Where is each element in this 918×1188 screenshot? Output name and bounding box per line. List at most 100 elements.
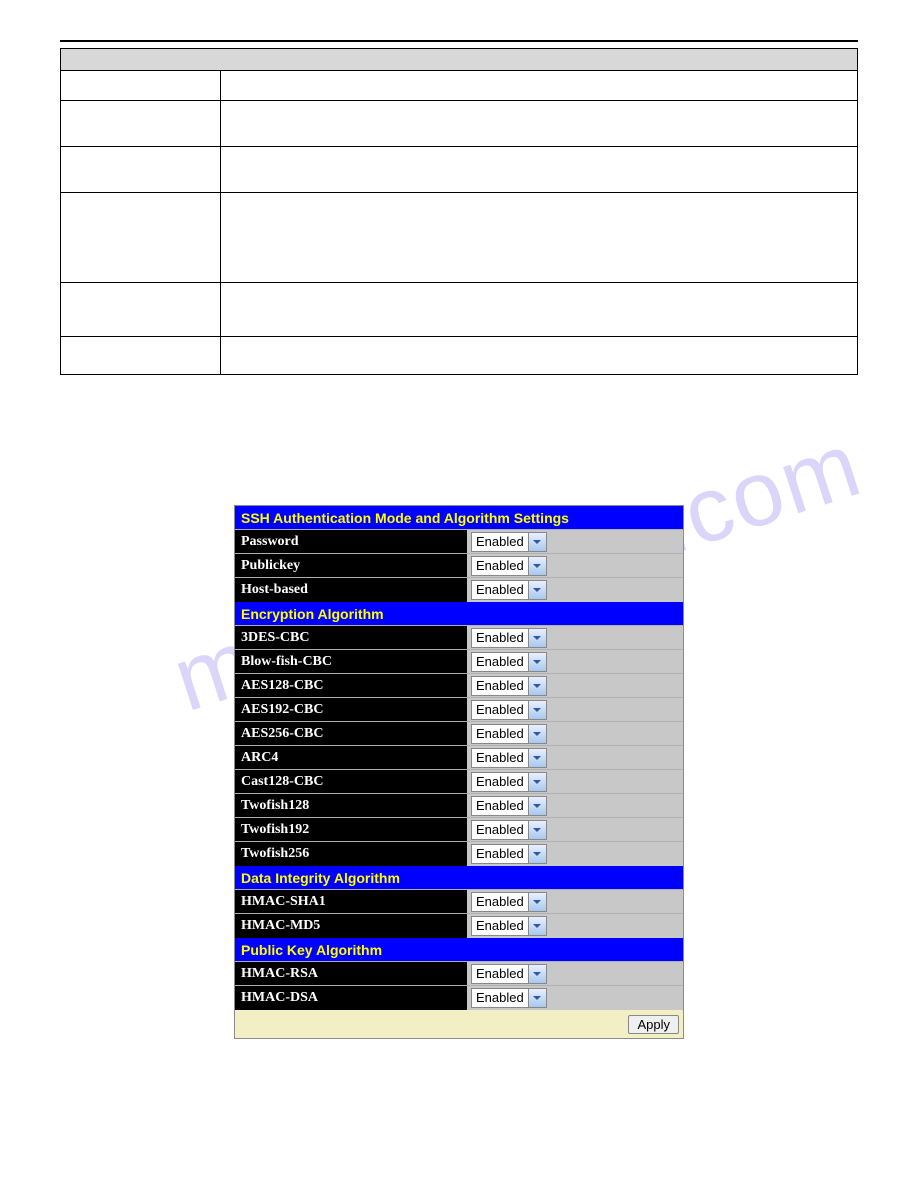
dropdown-value: Enabled	[472, 530, 528, 554]
ssh-label: Blow-fish-CBC	[235, 650, 467, 673]
dropdown-value: Enabled	[472, 914, 528, 938]
ssh-label: Publickey	[235, 554, 467, 577]
ssh-section-pubkey: Public Key Algorithm	[235, 938, 683, 962]
dropdown-value: Enabled	[472, 986, 528, 1010]
enabled-dropdown[interactable]: Enabled	[471, 724, 547, 744]
ssh-label: Password	[235, 530, 467, 553]
ssh-control: Enabled	[467, 794, 683, 817]
ssh-control: Enabled	[467, 818, 683, 841]
ssh-row-twofish256: Twofish256Enabled	[235, 842, 683, 866]
ssh-label: HMAC-RSA	[235, 962, 467, 985]
ssh-label: 3DES-CBC	[235, 626, 467, 649]
chevron-down-icon	[528, 581, 546, 599]
ssh-label: AES128-CBC	[235, 674, 467, 697]
ssh-label: Twofish192	[235, 818, 467, 841]
enabled-dropdown[interactable]: Enabled	[471, 652, 547, 672]
enabled-dropdown[interactable]: Enabled	[471, 676, 547, 696]
ssh-row-password: PasswordEnabled	[235, 530, 683, 554]
chevron-down-icon	[528, 989, 546, 1007]
ssh-row-3des-cbc: 3DES-CBCEnabled	[235, 626, 683, 650]
dropdown-value: Enabled	[472, 626, 528, 650]
ssh-control: Enabled	[467, 962, 683, 985]
ssh-settings-panel: SSH Authentication Mode and Algorithm Se…	[234, 505, 684, 1039]
ssh-row-twofish128: Twofish128Enabled	[235, 794, 683, 818]
ssh-row-aes128-cbc: AES128-CBCEnabled	[235, 674, 683, 698]
dropdown-value: Enabled	[472, 794, 528, 818]
dropdown-value: Enabled	[472, 554, 528, 578]
ssh-control: Enabled	[467, 746, 683, 769]
ssh-label: AES256-CBC	[235, 722, 467, 745]
ssh-footer: Apply	[235, 1010, 683, 1038]
enabled-dropdown[interactable]: Enabled	[471, 988, 547, 1008]
ssh-control: Enabled	[467, 626, 683, 649]
chevron-down-icon	[528, 629, 546, 647]
ssh-label: ARC4	[235, 746, 467, 769]
enabled-dropdown[interactable]: Enabled	[471, 628, 547, 648]
table-cell	[221, 71, 858, 101]
table-row	[61, 101, 858, 147]
chevron-down-icon	[528, 749, 546, 767]
ssh-row-aes256-cbc: AES256-CBCEnabled	[235, 722, 683, 746]
ssh-row-hmac-sha1: HMAC-SHA1Enabled	[235, 890, 683, 914]
table-cell	[221, 283, 858, 337]
table-cell	[221, 101, 858, 147]
ssh-control: Enabled	[467, 674, 683, 697]
chevron-down-icon	[528, 893, 546, 911]
table-row	[61, 71, 858, 101]
dropdown-value: Enabled	[472, 770, 528, 794]
dropdown-value: Enabled	[472, 578, 528, 602]
enabled-dropdown[interactable]: Enabled	[471, 700, 547, 720]
ssh-row-twofish192: Twofish192Enabled	[235, 818, 683, 842]
ssh-label: AES192-CBC	[235, 698, 467, 721]
enabled-dropdown[interactable]: Enabled	[471, 580, 547, 600]
ssh-label: HMAC-MD5	[235, 914, 467, 938]
enabled-dropdown[interactable]: Enabled	[471, 796, 547, 816]
ssh-control: Enabled	[467, 530, 683, 553]
top-rule	[60, 40, 858, 42]
ssh-row-arc4: ARC4Enabled	[235, 746, 683, 770]
chevron-down-icon	[528, 797, 546, 815]
ssh-control: Enabled	[467, 698, 683, 721]
enabled-dropdown[interactable]: Enabled	[471, 748, 547, 768]
enabled-dropdown[interactable]: Enabled	[471, 556, 547, 576]
ssh-label: HMAC-SHA1	[235, 890, 467, 913]
table-row	[61, 337, 858, 375]
ssh-control: Enabled	[467, 722, 683, 745]
enabled-dropdown[interactable]: Enabled	[471, 772, 547, 792]
enabled-dropdown[interactable]: Enabled	[471, 844, 547, 864]
table-cell	[61, 283, 221, 337]
ssh-control: Enabled	[467, 578, 683, 602]
ssh-control: Enabled	[467, 842, 683, 866]
ssh-control: Enabled	[467, 650, 683, 673]
table-row	[61, 283, 858, 337]
enabled-dropdown[interactable]: Enabled	[471, 916, 547, 936]
ssh-label: Twofish256	[235, 842, 467, 866]
dropdown-value: Enabled	[472, 842, 528, 866]
enabled-dropdown[interactable]: Enabled	[471, 892, 547, 912]
chevron-down-icon	[528, 557, 546, 575]
enabled-dropdown[interactable]: Enabled	[471, 532, 547, 552]
chevron-down-icon	[528, 533, 546, 551]
ssh-label: HMAC-DSA	[235, 986, 467, 1010]
apply-button[interactable]: Apply	[628, 1015, 679, 1034]
chevron-down-icon	[528, 821, 546, 839]
ssh-section-integrity: Data Integrity Algorithm	[235, 866, 683, 890]
dropdown-value: Enabled	[472, 818, 528, 842]
ssh-row-cast128-cbc: Cast128-CBCEnabled	[235, 770, 683, 794]
table-cell	[221, 337, 858, 375]
table-cell	[61, 71, 221, 101]
ssh-control: Enabled	[467, 770, 683, 793]
ssh-row-hmac-dsa: HMAC-DSAEnabled	[235, 986, 683, 1010]
table-cell	[61, 147, 221, 193]
table-cell	[61, 193, 221, 283]
chevron-down-icon	[528, 773, 546, 791]
chevron-down-icon	[528, 653, 546, 671]
enabled-dropdown[interactable]: Enabled	[471, 964, 547, 984]
table-cell	[221, 193, 858, 283]
enabled-dropdown[interactable]: Enabled	[471, 820, 547, 840]
table-row	[61, 147, 858, 193]
ssh-section-encryption: Encryption Algorithm	[235, 602, 683, 626]
dropdown-value: Enabled	[472, 674, 528, 698]
dropdown-value: Enabled	[472, 722, 528, 746]
ssh-control: Enabled	[467, 890, 683, 913]
